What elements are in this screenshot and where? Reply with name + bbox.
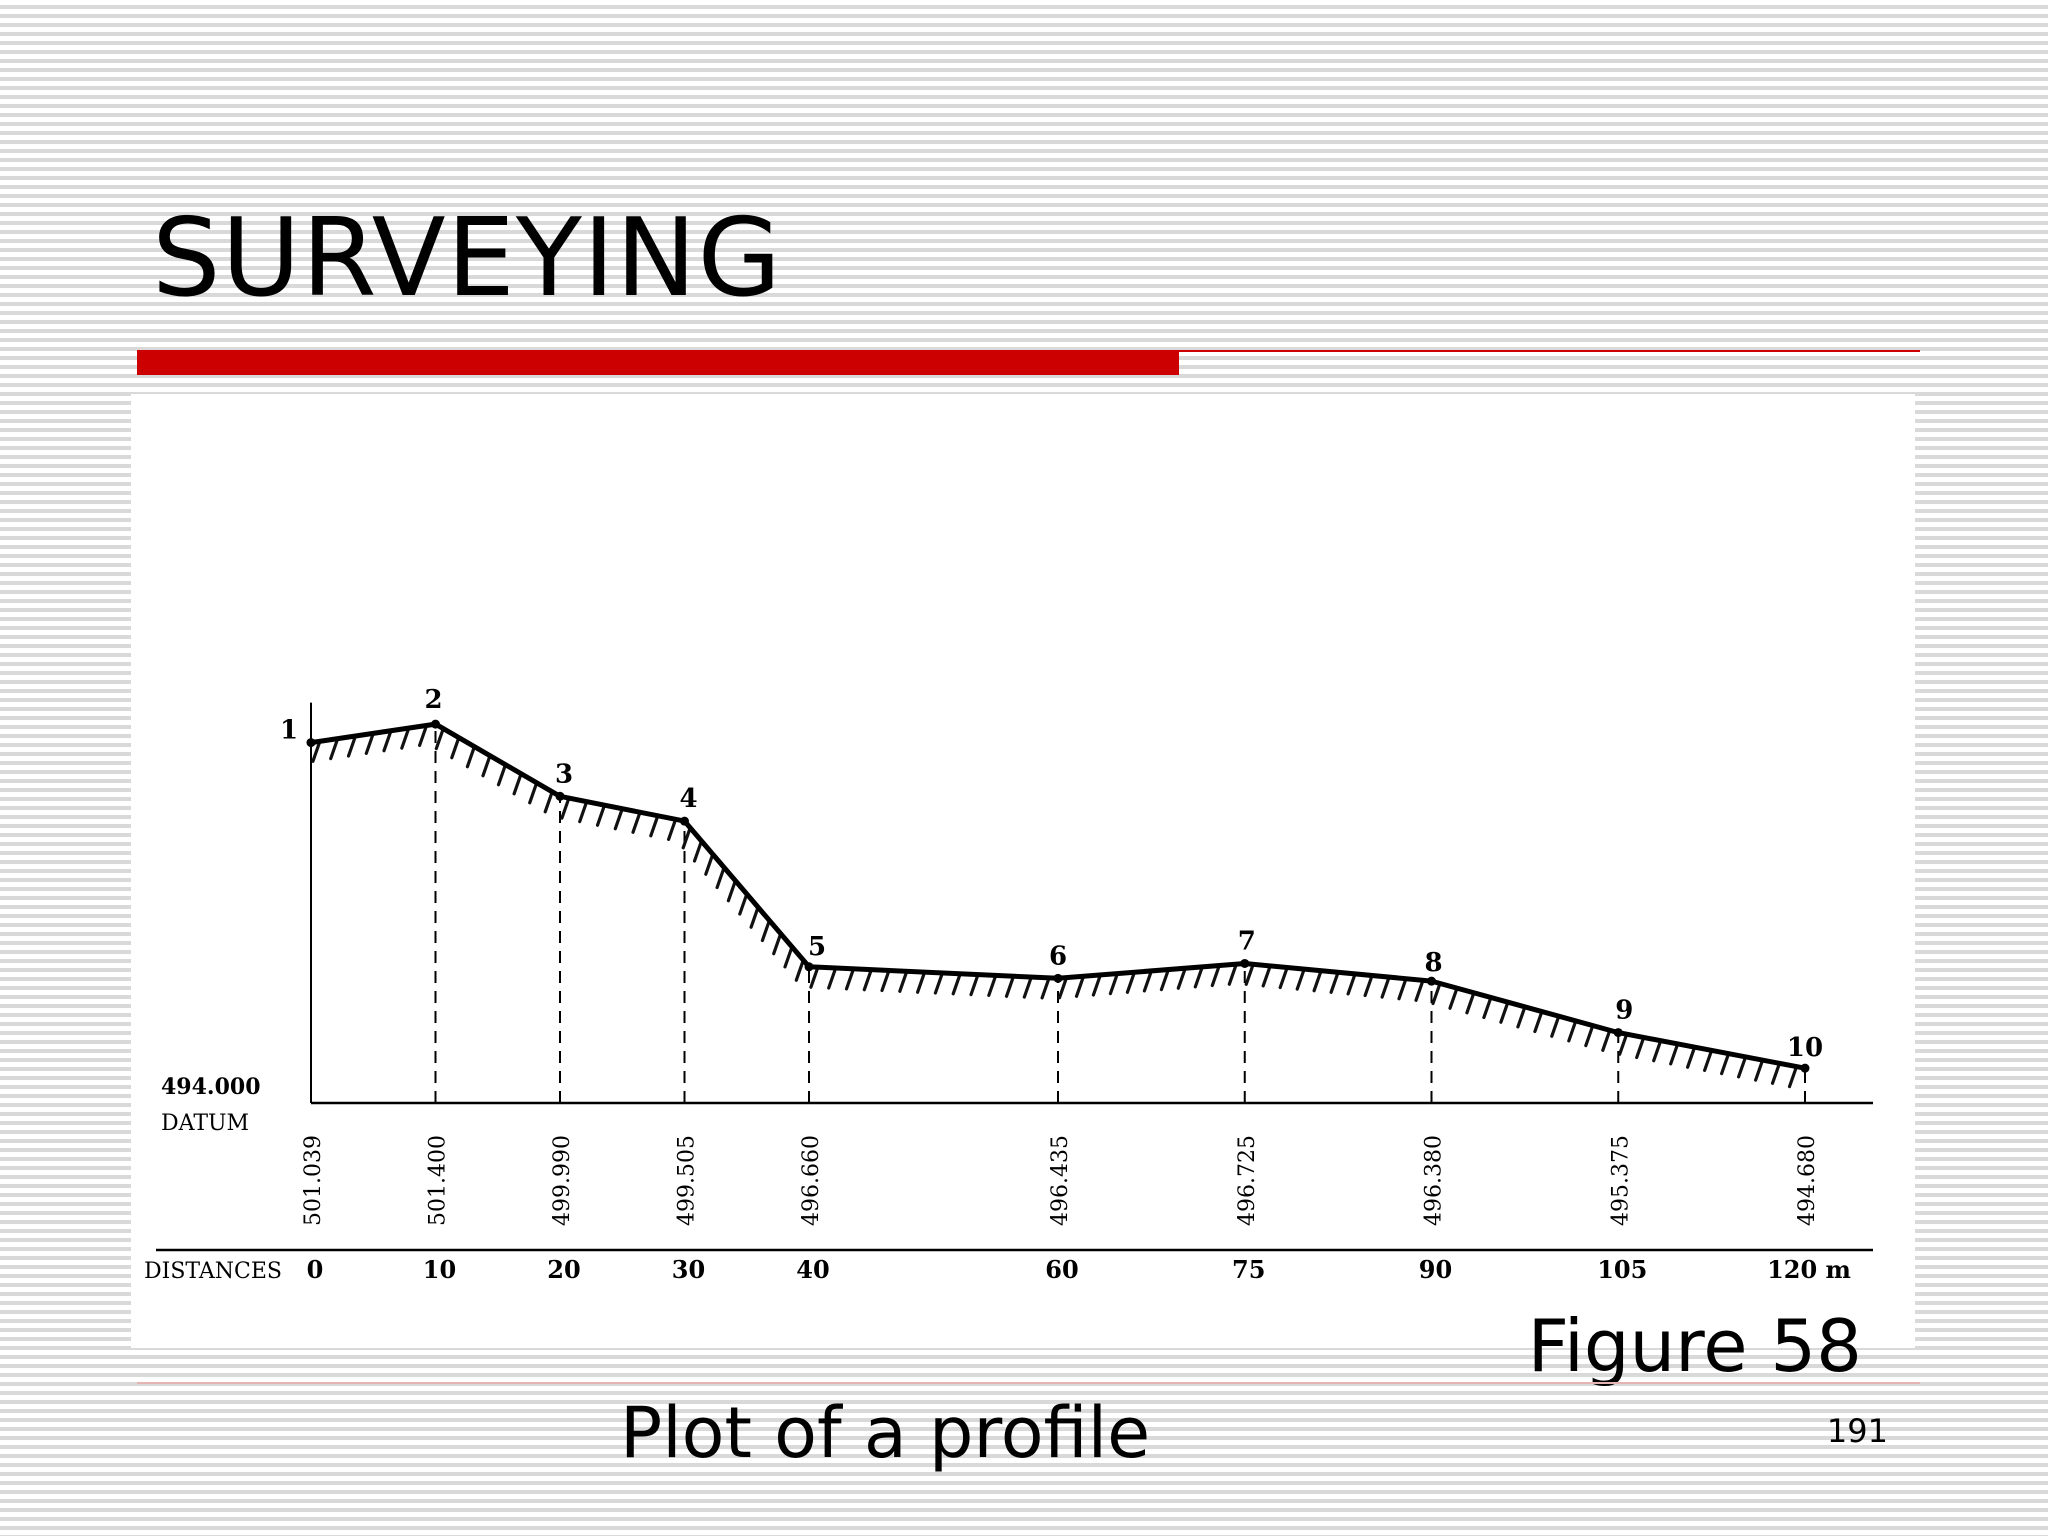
datum-elevation: 494.000: [161, 1074, 261, 1100]
distance-label-10: 120 m: [1767, 1255, 1851, 1284]
hatch-segment-4: [681, 826, 805, 982]
distance-label-8: 90: [1419, 1255, 1452, 1284]
distance-label-1: 0: [307, 1255, 324, 1284]
elevation-label-9: 495.375: [1608, 1135, 1633, 1226]
figure-number: Figure 58: [1527, 1304, 1862, 1388]
station-point-4: [680, 816, 689, 826]
footer-divider: [137, 1382, 1920, 1384]
elevation-label-10: 494.680: [1795, 1135, 1820, 1226]
station-label-5: 5: [808, 932, 826, 962]
distance-label-9: 105: [1597, 1255, 1647, 1284]
station-label-10: 10: [1787, 1033, 1823, 1063]
station-label-9: 9: [1615, 996, 1633, 1026]
title-underline-bar: [137, 350, 1179, 375]
profile-labels: 1 2 3 4 5 6 7 8 9 10 501.039 501.400 499.990 499.505 4…: [144, 685, 1851, 1284]
hatch-segment-8: [1431, 981, 1612, 1052]
hatch-segment-1: [311, 723, 429, 763]
elevation-label-6: 496.435: [1048, 1135, 1073, 1226]
elevation-label-5: 496.660: [799, 1135, 824, 1226]
station-label-2: 2: [424, 685, 442, 715]
station-label-6: 6: [1049, 941, 1067, 971]
station-label-4: 4: [679, 784, 697, 814]
figure-caption: Plot of a profile: [620, 1392, 1151, 1474]
distance-label-7: 75: [1232, 1255, 1265, 1284]
hatch-segment-6: [1057, 962, 1238, 1000]
distance-label-2: 10: [423, 1255, 456, 1284]
hatch-segment-7: [1244, 962, 1425, 1002]
hatch-segment-2: [434, 727, 554, 814]
station-point-7: [1240, 958, 1250, 968]
station-point-3: [555, 791, 565, 801]
distances-label: DISTANCES: [144, 1259, 282, 1284]
distance-label-6: 60: [1045, 1255, 1078, 1284]
hatch-segment-9: [1618, 1032, 1799, 1089]
station-label-8: 8: [1424, 948, 1442, 978]
station-point-5: [804, 962, 814, 972]
profile-line: [310, 721, 1806, 1071]
elevation-label-1: 501.039: [301, 1135, 326, 1226]
title-underline-thin: [1179, 350, 1920, 352]
station-point-6: [1053, 973, 1063, 983]
distance-label-4: 30: [672, 1255, 705, 1284]
distance-label-3: 20: [547, 1255, 580, 1284]
slide-title: SURVEYING: [152, 196, 783, 321]
elevation-label-3: 499.990: [550, 1135, 575, 1226]
elevation-label-8: 496.380: [1422, 1135, 1447, 1226]
station-point-10: [1800, 1063, 1810, 1073]
station-label-1: 1: [280, 716, 298, 746]
station-label-7: 7: [1238, 926, 1256, 956]
station-point-2: [431, 719, 440, 729]
distance-label-5: 40: [796, 1255, 829, 1284]
station-label-3: 3: [555, 759, 573, 789]
station-point-9: [1613, 1028, 1623, 1038]
profile-figure: 1 2 3 4 5 6 7 8 9 10 501.039 501.400 499.990 499.505 4…: [131, 394, 1915, 1348]
profile-frame: [156, 702, 1873, 1252]
profile-line-group: [306, 719, 1810, 1073]
elevation-label-7: 496.725: [1235, 1135, 1260, 1226]
station-point-8: [1427, 976, 1436, 986]
hatch-segment-5: [809, 965, 1051, 1000]
station-point-1: [306, 738, 316, 748]
elevation-label-2: 501.400: [426, 1135, 451, 1226]
elevation-label-4: 499.505: [675, 1135, 700, 1226]
profile-diagram: 1 2 3 4 5 6 7 8 9 10 501.039 501.400 499.990 499.505 4…: [144, 685, 1873, 1284]
hatch-segment-3: [560, 796, 678, 841]
ground-hatching: [311, 723, 1799, 1089]
datum-label: DATUM: [161, 1111, 249, 1136]
page-number: 191: [1826, 1412, 1888, 1450]
